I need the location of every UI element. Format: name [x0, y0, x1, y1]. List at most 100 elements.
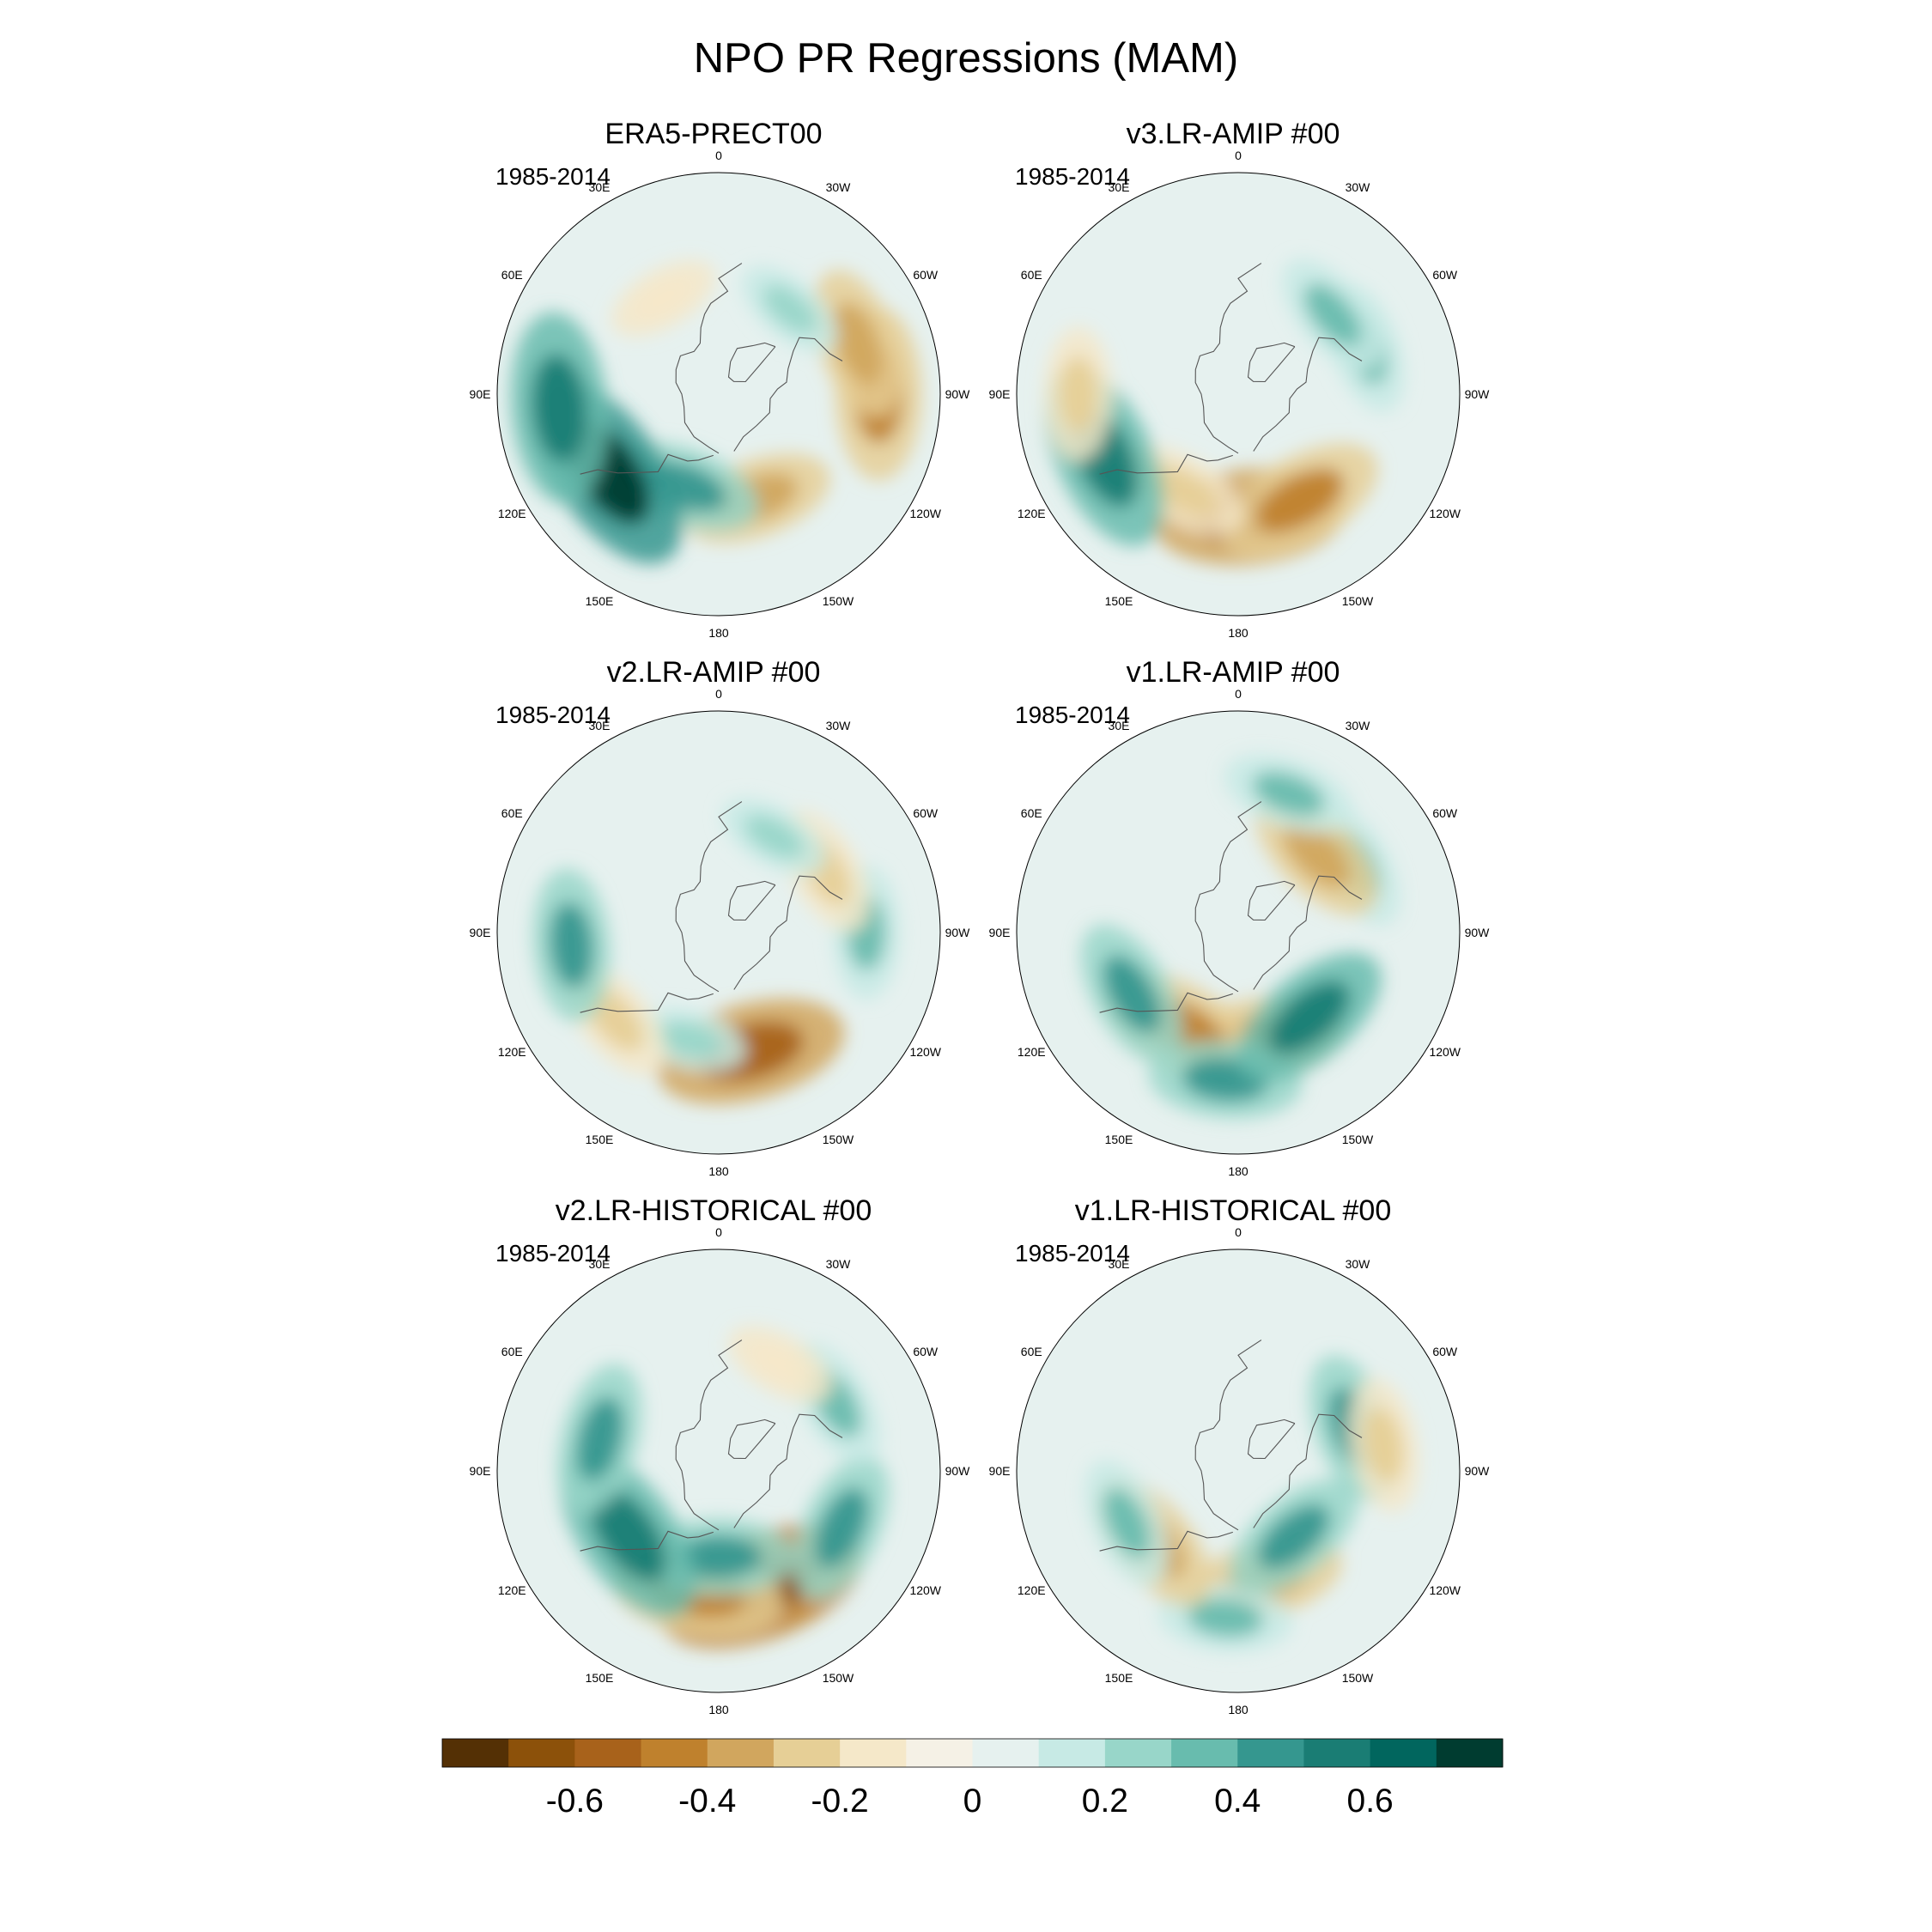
- colorbar-tick-label: 0.6: [1347, 1783, 1394, 1820]
- coastline: [675, 1340, 743, 1531]
- anomaly-core: [1148, 465, 1218, 515]
- lon-label: 120W: [909, 1045, 941, 1059]
- lon-label: 120E: [1018, 1583, 1046, 1597]
- map-border: [496, 710, 941, 1155]
- anomaly-core: [586, 987, 644, 1051]
- colorbar-segment: [840, 1739, 907, 1767]
- anomaly-core: [1188, 1599, 1263, 1637]
- lon-label: 150W: [823, 1133, 854, 1146]
- coastline: [1099, 992, 1233, 1013]
- lon-label: 0: [715, 1225, 722, 1239]
- lon-label: 120W: [1429, 507, 1461, 520]
- lon-label: 180: [708, 1164, 729, 1178]
- period-label-v2-hist: 1985-2014: [495, 1240, 611, 1267]
- anomaly-core: [675, 1535, 762, 1579]
- colorbar-segment: [1436, 1739, 1504, 1767]
- lon-label: 180: [708, 626, 729, 640]
- lon-label: 90E: [470, 387, 491, 401]
- lon-label: 0: [715, 687, 722, 701]
- lon-label: 30W: [1346, 1257, 1371, 1271]
- map-border: [1016, 172, 1461, 617]
- lon-label: 180: [1228, 1703, 1249, 1716]
- colorbar-segment: [1038, 1739, 1106, 1767]
- coastline: [1247, 1419, 1296, 1460]
- colorbar-tick-label: 0: [963, 1783, 982, 1820]
- coastline: [1194, 801, 1262, 993]
- lon-label: 60E: [1021, 268, 1042, 282]
- lon-label: 30W: [826, 719, 852, 732]
- lon-label: 150W: [1342, 594, 1374, 608]
- colorbar-segment: [641, 1739, 708, 1767]
- anomaly-core: [1103, 1487, 1151, 1558]
- period-label-v1-amip: 1985-2014: [1015, 702, 1130, 728]
- coastline: [580, 992, 714, 1013]
- coastline: [580, 453, 714, 475]
- lon-label: 60E: [501, 268, 523, 282]
- colorbar-segment: [1171, 1739, 1238, 1767]
- map-panel-v3-amip: 180 150E 120E 90E 60E 30E 0 30W 60W 90W 120W 150W: [989, 149, 1491, 640]
- colorbar-segment: [1370, 1739, 1437, 1767]
- coastline: [1099, 1530, 1233, 1552]
- map-panel-v2-hist: 180 150E 120E 90E 60E 30E 0 30W 60W 90W 120W 150W: [470, 1225, 971, 1716]
- lon-label: 0: [715, 149, 722, 162]
- lon-label: 150E: [1105, 1671, 1133, 1685]
- coastline: [1194, 263, 1262, 454]
- period-label-v1-hist: 1985-2014: [1015, 1240, 1130, 1267]
- lon-label: 150W: [1342, 1671, 1374, 1685]
- colorbar-segment: [1303, 1739, 1371, 1767]
- lon-label: 90W: [945, 387, 971, 401]
- lon-label: 60E: [1021, 806, 1042, 820]
- coastline: [727, 1419, 776, 1460]
- colorbar-segment: [442, 1739, 509, 1767]
- anomaly-core: [1364, 1407, 1404, 1483]
- coastline: [1247, 342, 1296, 383]
- lon-label: 30E: [589, 180, 611, 194]
- anomaly-core: [550, 902, 594, 989]
- period-label-era5: 1985-2014: [495, 163, 611, 190]
- colorbar-segment: [972, 1739, 1040, 1767]
- lon-label: 60E: [501, 1345, 523, 1358]
- colorbar-tick-label: -0.2: [811, 1783, 869, 1820]
- lon-label: 150E: [1105, 594, 1133, 608]
- panel-title-v1-hist: v1.LR-HISTORICAL #00: [1074, 1194, 1392, 1227]
- colorbar-tick-label: -0.4: [678, 1783, 736, 1820]
- lon-label: 120E: [1018, 1045, 1046, 1059]
- anomaly-core: [750, 1342, 810, 1386]
- lon-label: 60E: [1021, 1345, 1042, 1358]
- lon-label: 90W: [945, 926, 971, 939]
- coastline: [733, 875, 843, 990]
- anomaly-core: [1252, 771, 1325, 817]
- colorbar-tick-label: 0.4: [1214, 1783, 1261, 1820]
- lon-label: 30E: [1109, 719, 1130, 732]
- lon-label: 180: [1228, 1164, 1249, 1178]
- lon-label: 30W: [1346, 180, 1371, 194]
- lon-label: 90W: [1465, 1464, 1491, 1478]
- lon-label: 60W: [913, 806, 939, 820]
- lon-label: 30E: [589, 719, 611, 732]
- map-border: [496, 1249, 941, 1693]
- lon-label: 90W: [1465, 387, 1491, 401]
- coastline: [1253, 337, 1363, 452]
- anomaly-core: [1303, 283, 1361, 347]
- lon-label: 60W: [913, 268, 939, 282]
- anomaly-core: [634, 276, 693, 320]
- coastline: [1247, 880, 1296, 921]
- lon-label: 60W: [1432, 806, 1458, 820]
- anomaly-core: [762, 284, 817, 334]
- lon-label: 60W: [913, 1345, 939, 1358]
- anomaly-core: [814, 1487, 869, 1569]
- lon-label: 120E: [498, 1045, 526, 1059]
- coastline: [675, 263, 743, 454]
- colorbar-segment: [773, 1739, 841, 1767]
- anomaly-core: [1059, 355, 1097, 433]
- colorbar-segment: [1237, 1739, 1304, 1767]
- lon-label: 0: [1235, 687, 1242, 701]
- colorbar-segment: [906, 1739, 973, 1767]
- anomaly-core: [1282, 819, 1352, 889]
- period-label-v3-amip: 1985-2014: [1015, 163, 1130, 190]
- anomaly-core: [658, 1021, 722, 1058]
- colorbar-segment: [508, 1739, 575, 1767]
- coastline: [1099, 453, 1233, 475]
- panel-title-v2-amip: v2.LR-AMIP #00: [606, 656, 821, 689]
- lon-label: 120E: [1018, 507, 1046, 520]
